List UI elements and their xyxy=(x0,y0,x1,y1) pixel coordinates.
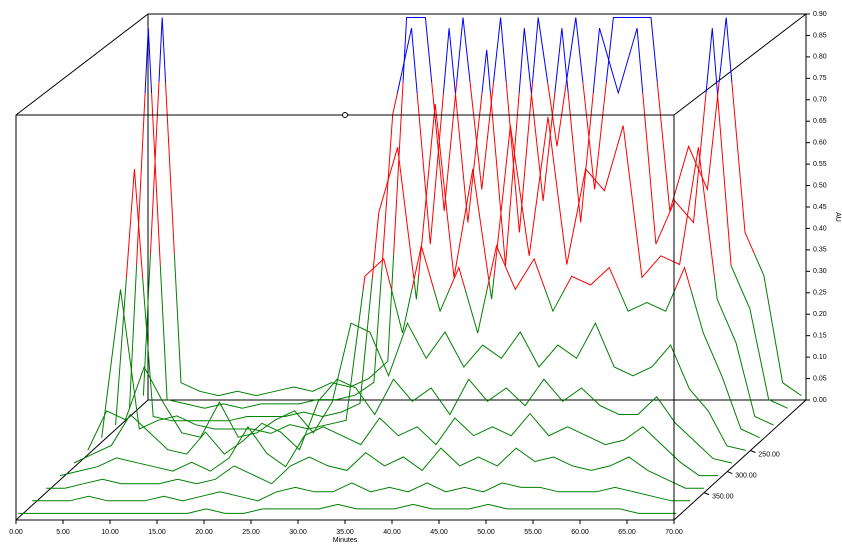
y-tick-label: 0.90 xyxy=(813,11,827,18)
box-edge xyxy=(15,13,807,521)
trace xyxy=(101,244,760,439)
z-tick xyxy=(750,450,756,453)
y-tick-label: 0.30 xyxy=(813,268,827,275)
traces xyxy=(18,17,802,514)
x-tick-label: 65.00 xyxy=(618,529,636,536)
y-tick-label: 0.05 xyxy=(813,375,827,382)
box-front xyxy=(15,114,675,521)
y-tick-label: 0.85 xyxy=(813,32,827,39)
z-tick-label: 350.00 xyxy=(712,493,734,500)
trace xyxy=(129,28,788,409)
z-tick xyxy=(703,492,710,496)
y-tick-label: 0.50 xyxy=(813,182,827,189)
x-tick-label: 70.00 xyxy=(665,529,683,536)
x-tick-label: 0.00 xyxy=(9,529,23,536)
z-tick xyxy=(727,471,733,475)
x-tick-label: 35.00 xyxy=(336,529,354,536)
y-tick-label: 0.10 xyxy=(813,354,827,361)
box-edge xyxy=(15,399,149,521)
z-tick-label: 300.00 xyxy=(735,472,757,479)
cursor-handle[interactable] xyxy=(342,112,348,118)
y-tick-label: 0.75 xyxy=(813,75,827,82)
x-tick-label: 25.00 xyxy=(242,529,260,536)
x-axis-title: Minutes xyxy=(333,537,358,544)
trace xyxy=(32,482,691,502)
x-tick-label: 40.00 xyxy=(383,529,401,536)
y-tick-label: 0.65 xyxy=(813,118,827,125)
y-tick-label: 0.25 xyxy=(813,290,827,297)
x-tick-label: 30.00 xyxy=(289,529,307,536)
box-edge xyxy=(673,13,807,116)
x-tick-label: 10.00 xyxy=(101,529,119,536)
trace xyxy=(115,103,774,426)
z-tick-label: 250.00 xyxy=(758,451,780,458)
y-tick-label: 0.70 xyxy=(813,97,827,104)
x-tick-label: 45.00 xyxy=(430,529,448,536)
y-axis-title: AU xyxy=(834,212,841,222)
trace xyxy=(59,412,718,477)
x-tick-label: 55.00 xyxy=(524,529,542,536)
y-tick-label: 0.00 xyxy=(813,397,827,404)
y-tick-label: 0.60 xyxy=(813,140,827,147)
y-tick-label: 0.40 xyxy=(813,225,827,232)
trace xyxy=(73,378,733,464)
y-tick-label: 0.45 xyxy=(813,204,827,211)
y-tick-label: 0.15 xyxy=(813,333,827,340)
y-tick-label: 0.80 xyxy=(813,54,827,61)
x-tick-label: 20.00 xyxy=(195,529,213,536)
x-tick-label: 15.00 xyxy=(148,529,166,536)
x-tick-label: 60.00 xyxy=(571,529,589,536)
box xyxy=(15,13,807,521)
x-tick-label: 50.00 xyxy=(477,529,495,536)
x-tick-label: 5.00 xyxy=(56,529,70,536)
y-tick-label: 0.55 xyxy=(813,161,827,168)
trace xyxy=(87,321,746,451)
y-tick-label: 0.20 xyxy=(813,311,827,318)
trace xyxy=(46,447,705,489)
trace xyxy=(18,503,677,514)
trace xyxy=(142,17,802,397)
y-tick-label: 0.35 xyxy=(813,247,827,254)
